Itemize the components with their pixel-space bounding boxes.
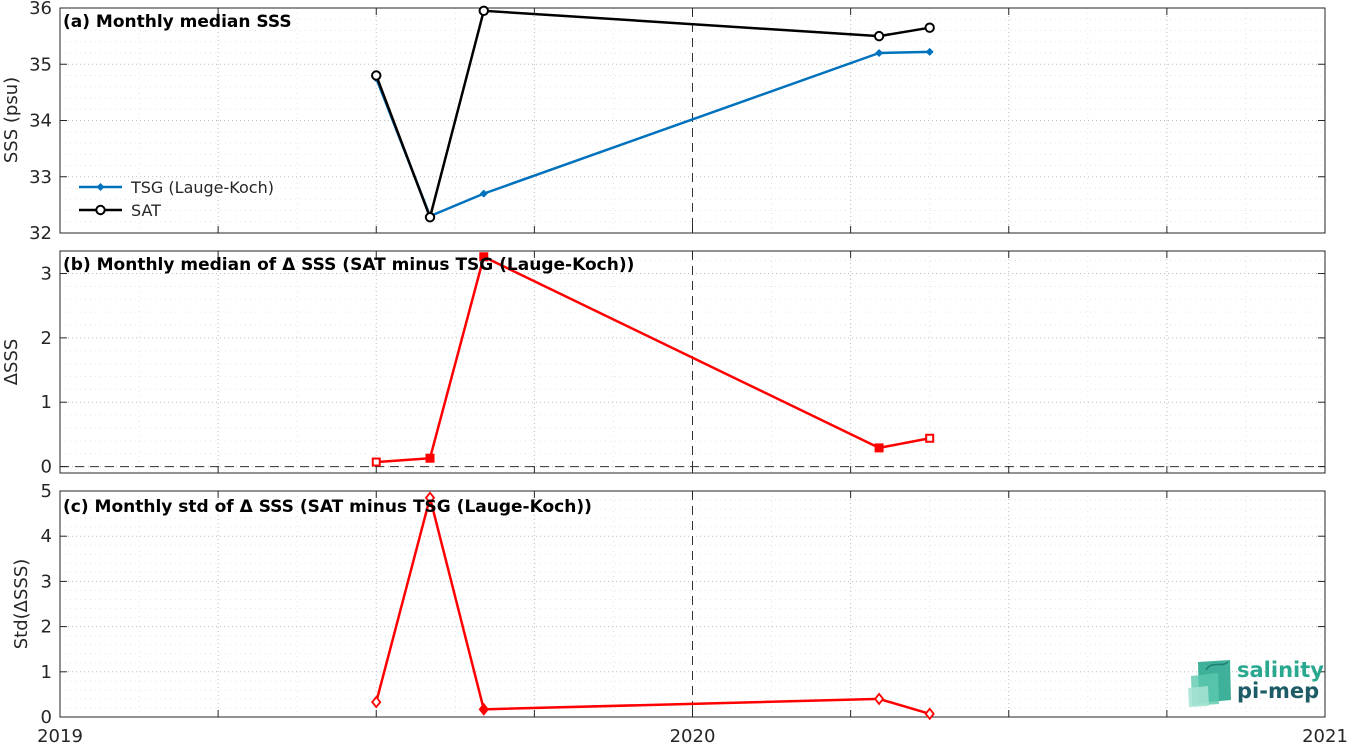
y-tick-label: 2 <box>41 617 52 638</box>
panel-a: 32 33 34 35 36 (a) Monthly median SSS SSS (p… <box>1 0 1326 244</box>
y-tick-label: 32 <box>29 223 52 244</box>
panel-a-legend: TSG (Lauge-Koch) SAT <box>79 178 274 220</box>
data-point-square <box>425 453 435 463</box>
panel-c-y-axis-label: Std(ΔSSS) <box>11 559 32 650</box>
y-tick-label: 33 <box>29 167 52 188</box>
legend-sat-marker <box>95 204 106 216</box>
data-point-circle <box>371 70 382 81</box>
logo-line-2: pi-mep <box>1237 679 1319 703</box>
y-tick-label: 0 <box>41 457 52 478</box>
data-point-square <box>874 443 884 453</box>
legend-entry-tsg: TSG (Lauge-Koch) <box>79 178 274 197</box>
panel-b: 0 1 2 3 (b) Monthly median of Δ SSS (SAT mi… <box>1 250 1326 478</box>
data-point-circle <box>924 22 935 33</box>
panel-a-y-ticks: 32 33 34 35 36 <box>29 0 1326 244</box>
y-tick-label: 2 <box>41 328 52 349</box>
data-point-diamond <box>873 692 885 706</box>
legend-tsg-label: TSG (Lauge-Koch) <box>130 178 274 197</box>
data-point-circle <box>478 5 489 17</box>
data-point-diamond <box>479 189 488 198</box>
panel-c-series <box>371 491 935 721</box>
data-point-diamond <box>478 702 489 716</box>
data-point-diamond <box>424 491 436 505</box>
y-tick-label: 35 <box>29 54 52 75</box>
legend-entry-sat: SAT <box>79 201 161 220</box>
data-point-circle <box>873 30 885 42</box>
legend-tsg-marker <box>96 183 105 191</box>
data-point-diamond <box>875 49 884 57</box>
y-tick-label: 5 <box>41 481 52 502</box>
panel-c: 0 1 2 3 4 5 2019 2020 2021 (c) Monthly std of Δ… <box>11 481 1348 745</box>
panel-c-x-ticks: 2019 2020 2021 <box>37 726 1348 745</box>
panel-c-title: (c) Monthly std of Δ SSS (SAT minus TSG … <box>63 497 592 517</box>
x-tick-label: 2021 <box>1302 726 1348 745</box>
panel-c-y-ticks: 0 1 2 3 4 5 <box>41 481 1326 728</box>
y-tick-label: 34 <box>29 111 52 132</box>
panel-b-series <box>371 252 935 467</box>
x-tick-label: 2019 <box>37 726 83 745</box>
y-tick-label: 1 <box>41 662 52 683</box>
y-tick-label: 1 <box>41 392 52 413</box>
salinity-pi-mep-logo: salinity pi-mep <box>1188 658 1324 707</box>
data-point-square <box>479 252 489 262</box>
data-point-square <box>925 433 935 443</box>
data-point-square <box>371 457 381 467</box>
y-tick-label: 3 <box>41 571 52 592</box>
logo-waves-icon <box>1188 660 1231 707</box>
y-tick-label: 3 <box>41 264 52 285</box>
y-tick-label: 0 <box>41 707 52 728</box>
panel-b-y-axis-label: ΔSSS <box>1 339 22 386</box>
data-point-circle <box>424 212 436 223</box>
y-tick-label: 36 <box>29 0 52 19</box>
data-point-diamond <box>371 695 382 709</box>
data-point-diamond <box>925 47 934 56</box>
x-tick-label: 2020 <box>670 726 716 745</box>
logo-line-1: salinity <box>1237 658 1324 682</box>
panel-a-series <box>371 5 935 223</box>
panel-a-title: (a) Monthly median SSS <box>63 12 292 32</box>
legend-sat-label: SAT <box>131 201 161 220</box>
panel-a-y-axis-label: SSS (psu) <box>1 77 22 163</box>
panel-b-y-ticks: 0 1 2 3 <box>41 251 1326 478</box>
y-tick-label: 4 <box>41 526 52 547</box>
data-point-diamond <box>924 707 935 721</box>
panel-b-title: (b) Monthly median of Δ SSS (SAT minus T… <box>63 255 634 275</box>
